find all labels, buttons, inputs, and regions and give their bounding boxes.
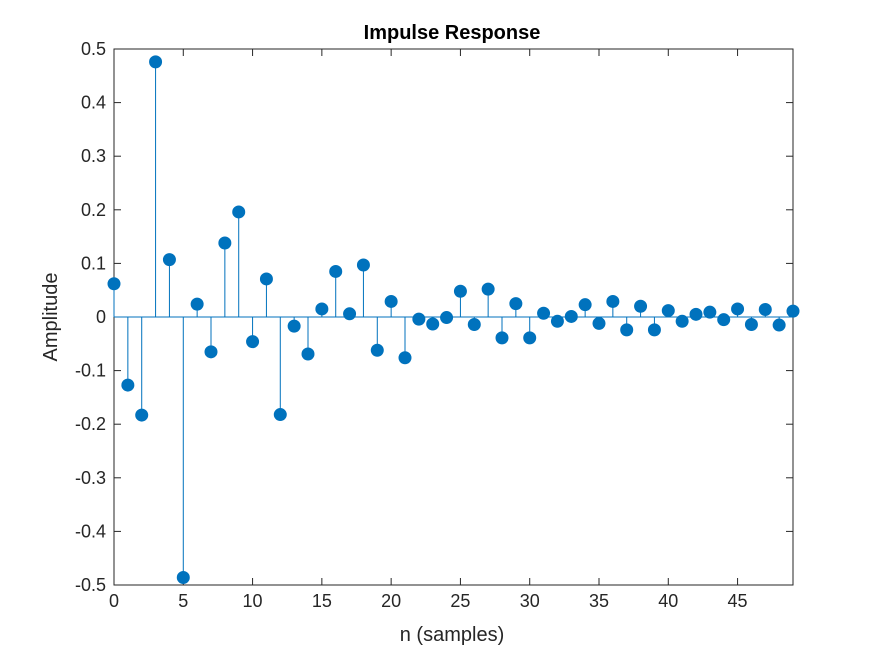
- stem-marker: [523, 331, 537, 345]
- stem-marker: [426, 317, 440, 331]
- stem-marker: [356, 258, 370, 272]
- stem-marker: [578, 298, 592, 312]
- y-tick-label: -0.4: [75, 521, 106, 541]
- stem-marker: [204, 345, 218, 359]
- stem-marker: [703, 305, 717, 319]
- stem-marker: [190, 297, 204, 311]
- stem-marker: [772, 318, 786, 332]
- stem-marker: [537, 306, 551, 320]
- stem-marker: [592, 316, 606, 330]
- stem-marker: [453, 284, 467, 298]
- stem-marker: [564, 309, 578, 323]
- stem-marker: [162, 253, 176, 267]
- stem-marker: [218, 236, 232, 250]
- stem-marker: [620, 323, 634, 337]
- stem-marker: [758, 302, 772, 316]
- stem-marker: [107, 277, 121, 291]
- x-tick-label: 40: [658, 591, 678, 611]
- stem-marker: [467, 318, 481, 332]
- y-tick-label: 0.1: [81, 253, 106, 273]
- y-tick-label: -0.5: [75, 575, 106, 595]
- stem-marker: [661, 304, 675, 318]
- chart-title: Impulse Response: [364, 22, 541, 44]
- stem-marker: [495, 331, 509, 345]
- y-tick-label: 0: [96, 307, 106, 327]
- y-tick-label: 0.2: [81, 200, 106, 220]
- stem-marker: [634, 299, 648, 313]
- stem-marker: [440, 311, 454, 325]
- x-tick-label: 25: [450, 591, 470, 611]
- stem-marker: [135, 408, 149, 422]
- y-tick-label: -0.1: [75, 361, 106, 381]
- stem-marker: [301, 347, 315, 361]
- stem-marker: [689, 307, 703, 321]
- stem-series: [107, 55, 800, 584]
- stem-marker: [675, 314, 689, 328]
- x-tick-label: 5: [178, 591, 188, 611]
- x-tick-label: 30: [520, 591, 540, 611]
- stem-marker: [246, 335, 260, 349]
- stem-marker: [232, 205, 246, 219]
- stem-marker: [329, 264, 343, 278]
- x-axis: 0 5 10 15 20 25 30 35 40 45: [109, 49, 748, 611]
- stem-marker: [647, 323, 661, 337]
- stem-marker: [149, 55, 163, 69]
- stem-marker: [384, 294, 398, 308]
- x-tick-label: 15: [312, 591, 332, 611]
- stem-marker: [509, 297, 523, 311]
- x-tick-label: 45: [728, 591, 748, 611]
- x-tick-label: 10: [243, 591, 263, 611]
- stem-marker: [370, 343, 384, 357]
- stem-marker: [176, 570, 190, 584]
- y-axis-label: Amplitude: [40, 273, 62, 362]
- stem-marker: [398, 351, 412, 365]
- stem-marker: [744, 318, 758, 332]
- stem-marker: [121, 378, 135, 392]
- stem-marker: [717, 313, 731, 327]
- stem-marker: [259, 272, 273, 286]
- stem-marker: [287, 319, 301, 333]
- stem-marker: [606, 294, 620, 308]
- stem-marker: [343, 307, 357, 321]
- stem-marker: [273, 408, 287, 422]
- x-tick-label: 0: [109, 591, 119, 611]
- stem-marker: [315, 302, 329, 316]
- y-tick-label: 0.3: [81, 146, 106, 166]
- x-tick-label: 20: [381, 591, 401, 611]
- stem-marker: [481, 282, 495, 296]
- y-tick-label: -0.2: [75, 414, 106, 434]
- x-tick-label: 35: [589, 591, 609, 611]
- x-axis-label: n (samples): [400, 624, 504, 646]
- stem-marker: [731, 302, 745, 316]
- stem-marker: [550, 314, 564, 328]
- y-tick-label: 0.4: [81, 93, 106, 113]
- stem-marker: [786, 304, 800, 318]
- stem-marker: [412, 312, 426, 326]
- y-tick-label: -0.3: [75, 468, 106, 488]
- y-tick-label: 0.5: [81, 39, 106, 59]
